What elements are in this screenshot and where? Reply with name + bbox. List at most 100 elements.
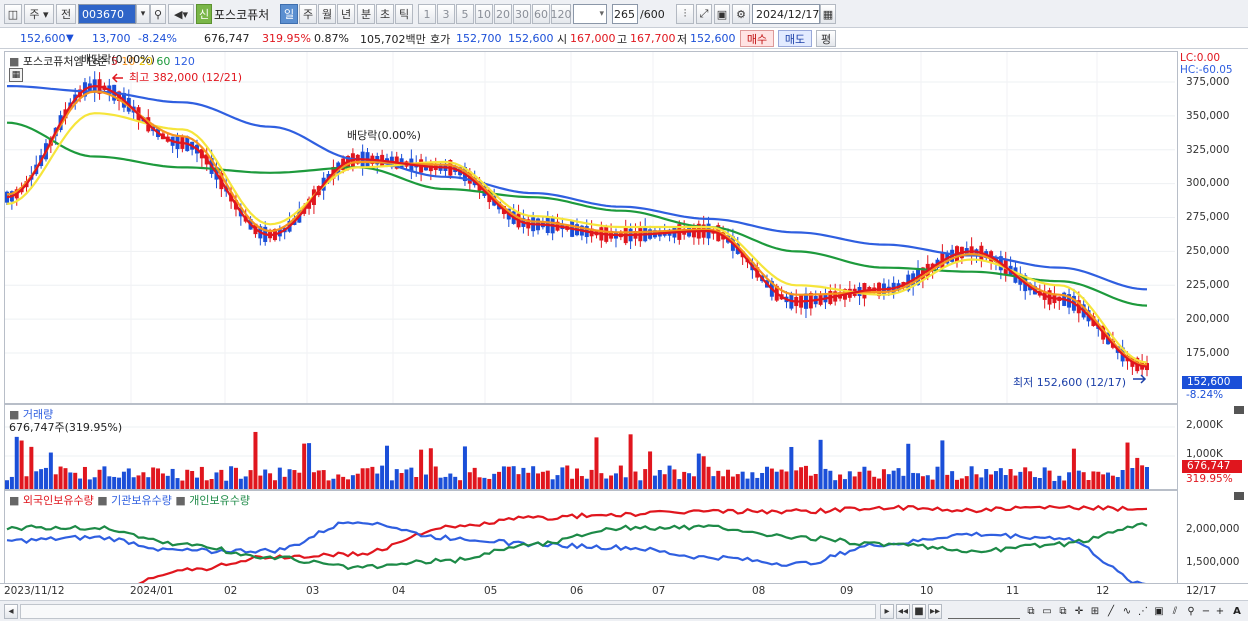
period-minute-button[interactable]: 분: [357, 4, 375, 24]
volume-bar: [195, 477, 199, 489]
play-icon[interactable]: ▸: [880, 604, 894, 619]
search-icon[interactable]: ⚲: [150, 4, 166, 24]
interval-5-button[interactable]: 5: [456, 4, 474, 24]
legend-ma20: 20: [138, 55, 153, 68]
period-second-button[interactable]: 초: [376, 4, 394, 24]
horizontal-scrollbar[interactable]: [20, 604, 876, 619]
interval-10-button[interactable]: 10: [475, 4, 493, 24]
volume-bar: [1032, 477, 1037, 489]
legend-ma5: 5: [110, 55, 118, 68]
holdings-pane[interactable]: ■ 외국인보유수량 ■ 기관보유수량 ■ 개인보유수량: [4, 490, 1178, 584]
interval-120-button[interactable]: 120: [551, 4, 572, 24]
quote-bar: 152,600 ▼ 13,700 -8.24% 676,747 319.95% …: [0, 28, 1248, 49]
forward-icon[interactable]: ▸▸: [928, 604, 942, 619]
volume-bar: [404, 469, 409, 489]
volume-bar: [136, 475, 141, 489]
volume-bar: [156, 468, 161, 489]
image-icon[interactable]: ▣: [1154, 606, 1164, 617]
volume-ratio: 319.95%: [262, 32, 311, 45]
draw-tool-icon[interactable]: ⤢: [696, 4, 712, 24]
speaker-icon[interactable]: ◀▾: [168, 4, 194, 24]
zoom-search-icon[interactable]: ⚲: [1187, 606, 1195, 617]
price-axis: LC:0.00 HC:-60.05 375,000 350,000 325,00…: [1178, 51, 1248, 404]
grid-icon[interactable]: ⊞: [1090, 606, 1100, 617]
volume-bar: [263, 469, 268, 489]
volume-bar: [916, 473, 921, 489]
volume-bar: [448, 473, 453, 489]
volume-bar: [989, 474, 994, 489]
volume-bar: [794, 470, 799, 489]
period-week-button[interactable]: 주: [299, 4, 317, 24]
chart-type-icon[interactable]: ⫶: [676, 4, 694, 24]
volume-value: 676,747: [204, 32, 250, 45]
fan-icon[interactable]: ⋰: [1138, 606, 1148, 617]
zoom-in-icon[interactable]: +: [1215, 606, 1225, 617]
zoom-slider[interactable]: [948, 604, 1020, 619]
period-month-button[interactable]: 월: [318, 4, 336, 24]
volume-bar: [623, 477, 628, 489]
volume-bar: [555, 475, 560, 489]
volume-bar: [1145, 467, 1149, 489]
save-icon[interactable]: ▣: [714, 4, 730, 24]
grid-settings-icon[interactable]: ▦: [9, 68, 23, 82]
interval-3-button[interactable]: 3: [437, 4, 455, 24]
interval-20-button[interactable]: 20: [494, 4, 512, 24]
volume-bar: [540, 471, 545, 489]
copy-icon[interactable]: ⧉: [1059, 606, 1067, 617]
high-annotation: 최고 382,000 (12/21): [129, 71, 243, 84]
font-size-icon[interactable]: A: [1233, 606, 1241, 617]
count-input[interactable]: 265: [612, 4, 638, 24]
crosshair-icon[interactable]: ✛: [1074, 606, 1084, 617]
buy-button[interactable]: 매수: [740, 30, 774, 47]
volume-bar: [589, 469, 594, 489]
stock-name: 포스코퓨처: [214, 7, 270, 22]
zoom-out-icon[interactable]: −: [1201, 606, 1211, 617]
volume-bar: [521, 467, 526, 489]
interval-custom-input[interactable]: ▾: [573, 4, 607, 24]
layout-icon[interactable]: ▭: [1042, 606, 1052, 617]
volume-bar: [536, 473, 541, 489]
period-tick-button[interactable]: 틱: [395, 4, 413, 24]
volume-bar: [979, 477, 984, 489]
volume-value-label: 676,747주(319.95%): [9, 421, 123, 434]
prev-button[interactable]: 전: [56, 4, 76, 24]
volume-bar: [696, 453, 701, 489]
volume-bar: [1018, 471, 1023, 489]
gear-icon[interactable]: ⚙: [732, 4, 750, 24]
type-dropdown[interactable]: 주 ▾: [24, 4, 54, 24]
flat-button[interactable]: 평: [816, 30, 836, 47]
code-input[interactable]: 003670: [78, 4, 136, 24]
volume-bar: [501, 466, 506, 489]
pane-close-icon[interactable]: [1234, 492, 1244, 500]
volume-bar: [959, 478, 964, 489]
wave-icon[interactable]: ∿: [1122, 606, 1132, 617]
period-day-button[interactable]: 일: [280, 4, 298, 24]
interval-60-button[interactable]: 60: [532, 4, 550, 24]
rewind-icon[interactable]: ◂◂: [896, 604, 910, 619]
trendline-icon[interactable]: ╱: [1107, 606, 1115, 617]
stop-icon[interactable]: ■: [912, 604, 926, 619]
interval-30-button[interactable]: 30: [513, 4, 531, 24]
scroll-left-icon[interactable]: ◂: [4, 604, 18, 619]
volume-bar: [745, 478, 750, 489]
volume-pane[interactable]: ■ 거래량 676,747주(319.95%): [4, 404, 1178, 490]
volume-bar: [14, 436, 19, 489]
window-icon[interactable]: ⧉: [1027, 606, 1035, 617]
date-input[interactable]: 2024/12/17: [752, 4, 820, 24]
volume-bar: [755, 477, 760, 489]
volume-bar: [579, 476, 584, 489]
volume-bar: [511, 466, 516, 489]
measure-icon[interactable]: ⫽: [1172, 606, 1178, 617]
volume-bar: [516, 474, 521, 489]
interval-1-button[interactable]: 1: [418, 4, 436, 24]
calendar-icon[interactable]: ▦: [820, 4, 836, 24]
volume-bar: [302, 443, 307, 489]
x-axis: 2023/11/12 2024/01 02 03 04 05 06 07 08 …: [0, 583, 1248, 600]
sell-button[interactable]: 매도: [778, 30, 812, 47]
window-menu-icon[interactable]: ◫: [4, 4, 22, 24]
volume-bar: [940, 440, 945, 489]
code-dropdown-icon[interactable]: ▾: [136, 4, 150, 24]
period-year-button[interactable]: 년: [337, 4, 355, 24]
price-pane[interactable]: ■ 포스코퓨처엠 단순 5 10 20 60 120 ▦ 배당락(0.00%) …: [4, 51, 1178, 404]
pane-close-icon[interactable]: [1234, 406, 1244, 414]
